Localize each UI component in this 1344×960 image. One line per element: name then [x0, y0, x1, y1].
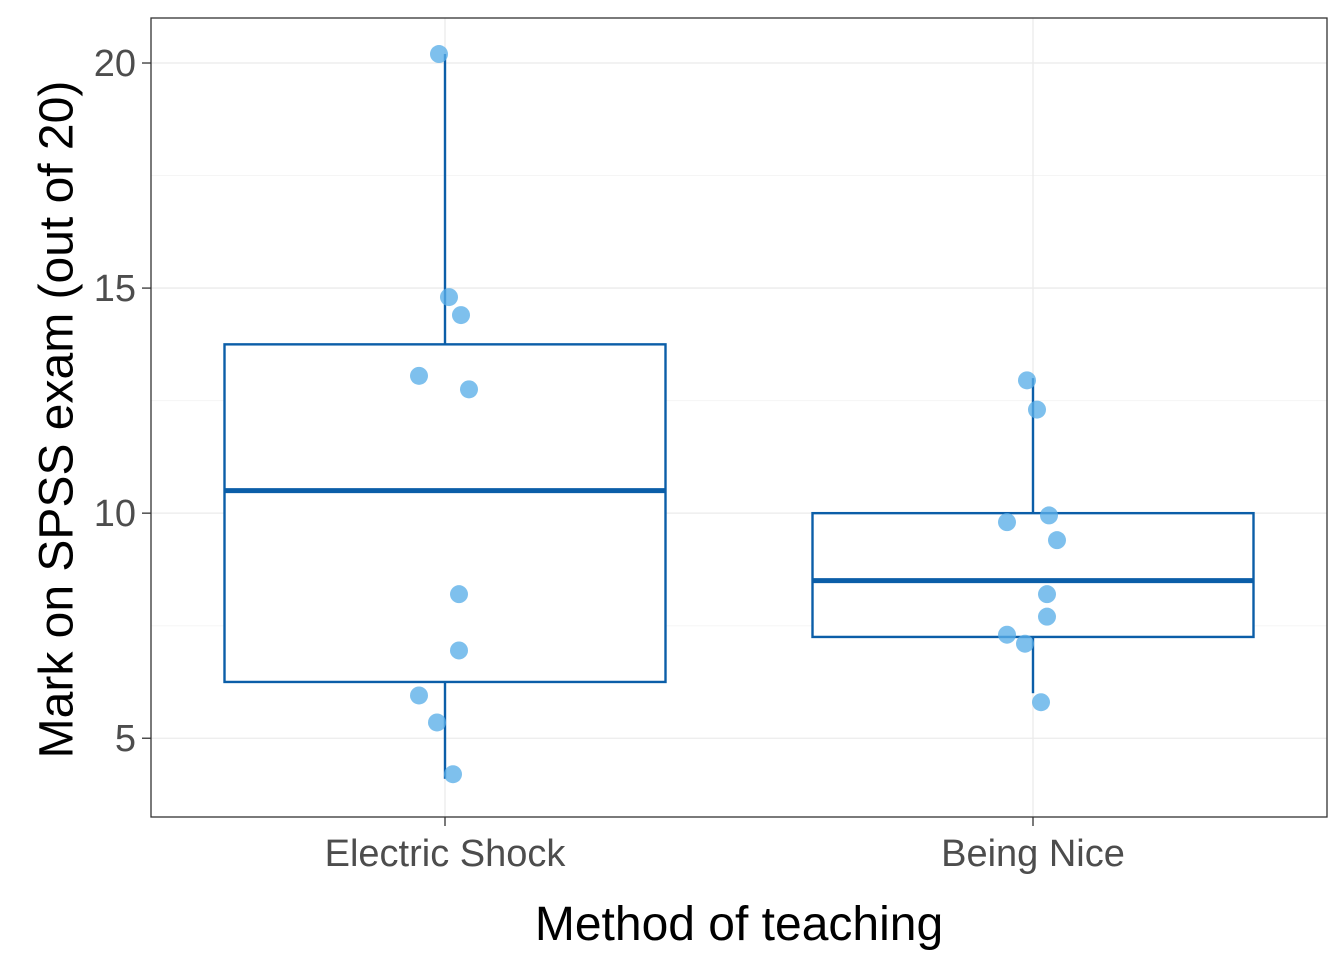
y-axis-title: Mark on SPSS exam (out of 20)	[31, 81, 84, 759]
x-tick-label: Electric Shock	[325, 833, 567, 875]
x-tick-label: Being Nice	[941, 833, 1125, 875]
data-points-layer	[410, 45, 1066, 784]
panel-border	[150, 17, 1328, 818]
box-group	[223, 54, 667, 779]
data-point	[1028, 400, 1046, 419]
data-point	[444, 765, 462, 784]
data-point	[1038, 607, 1056, 626]
data-point	[460, 380, 478, 399]
axes-layer: 5 10 15 20 Electric Shock Being Nice	[94, 43, 1125, 875]
x-axis-title: Method of teaching	[535, 898, 943, 951]
data-point	[440, 288, 458, 307]
box-group	[811, 378, 1255, 694]
data-point	[1032, 693, 1050, 712]
y-tick-label: 10	[94, 493, 136, 535]
data-point	[1038, 585, 1056, 604]
y-tick-label: 15	[94, 268, 136, 310]
data-point	[998, 625, 1016, 644]
data-point	[452, 306, 470, 325]
data-point	[998, 513, 1016, 532]
boxes-layer	[223, 54, 1255, 779]
data-point	[410, 366, 428, 385]
data-point	[1048, 531, 1066, 550]
data-point	[1040, 506, 1058, 525]
data-point	[1016, 634, 1034, 653]
data-point	[410, 686, 428, 705]
y-tick-label: 20	[94, 43, 136, 85]
y-tick-label: 5	[115, 718, 136, 760]
data-point	[428, 713, 446, 732]
data-point	[1018, 371, 1036, 390]
data-point	[430, 45, 448, 64]
box-iqr	[223, 343, 667, 684]
data-point	[450, 641, 468, 660]
data-point	[450, 585, 468, 604]
box-iqr	[811, 511, 1255, 639]
